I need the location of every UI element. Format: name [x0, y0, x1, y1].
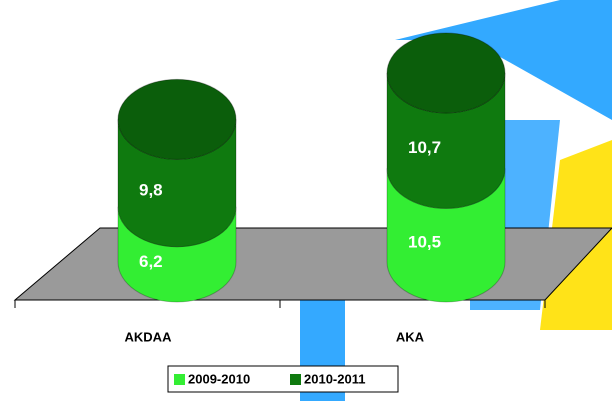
legend: 2009-2010 2010-2011 [174, 371, 365, 386]
watermark-shape [395, 0, 612, 120]
floor [13, 227, 612, 301]
data-label: 9,8 [139, 181, 163, 200]
data-label: 10,7 [408, 138, 441, 157]
x-tick-label: AKDAA [125, 329, 173, 344]
cylinder-top [117, 78, 237, 160]
x-tick-label: AKA [396, 329, 425, 344]
data-label: 10,5 [408, 233, 441, 252]
plot: 6,2 9,8 10,5 10,7 [117, 32, 506, 303]
data-label: 6,2 [139, 252, 163, 271]
legend-box [167, 365, 399, 393]
legend-label: 2010-2011 [304, 371, 365, 386]
legend-swatch [290, 374, 301, 385]
legend-label: 2009-2010 [188, 371, 250, 386]
legend-swatch [174, 374, 185, 385]
cylinder-top [386, 32, 506, 114]
